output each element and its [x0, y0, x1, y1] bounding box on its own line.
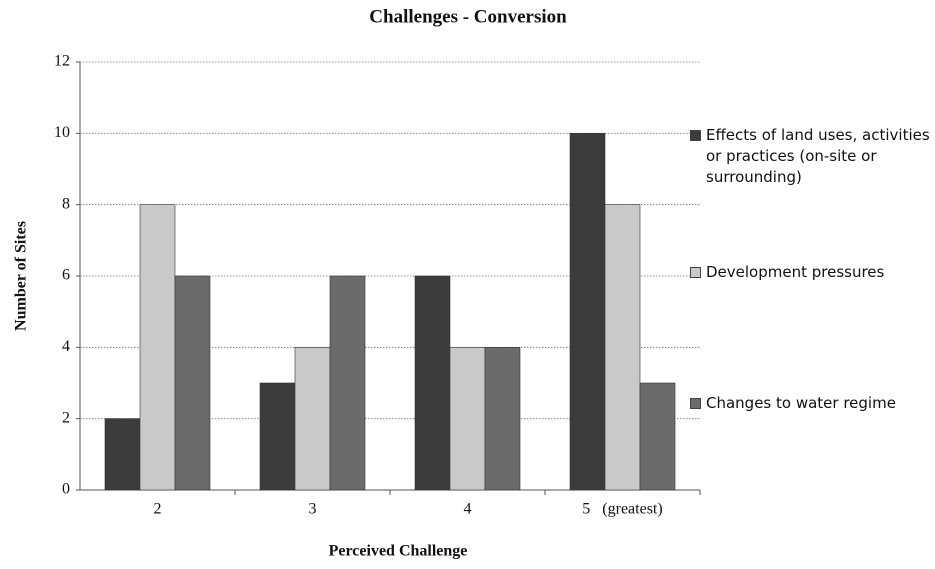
bar: [414, 275, 451, 491]
legend-item: Changes to water regime: [690, 393, 930, 414]
bar: [139, 204, 176, 491]
legend-label: Development pressures: [706, 263, 885, 281]
legend-item: Effects of land uses, activities or prac…: [690, 125, 930, 188]
y-tick-label: 6: [62, 267, 70, 284]
y-tick-label: 8: [62, 195, 70, 212]
bar: [569, 133, 606, 491]
y-tick-label: 10: [54, 124, 70, 141]
legend-swatch: [690, 398, 701, 409]
y-tick-label: 4: [62, 338, 70, 355]
legend-label: Changes to water regime: [706, 394, 896, 412]
y-tick-label: 2: [62, 409, 70, 426]
legend-swatch: [690, 267, 701, 278]
x-tick-label: 4: [464, 501, 472, 518]
bar: [639, 382, 676, 491]
bar: [259, 382, 296, 491]
legend-swatch: [690, 130, 701, 141]
chart-title: Challenges - Conversion: [369, 6, 567, 27]
bar: [329, 275, 366, 491]
bar: [174, 275, 211, 491]
x-tick-label: 3: [309, 501, 317, 518]
bar: [294, 347, 331, 491]
y-axis-label: Number of Sites: [13, 221, 30, 331]
y-tick-label: 0: [62, 481, 70, 498]
legend-item: Development pressures: [690, 262, 930, 283]
bar: [449, 347, 486, 491]
bar: [484, 347, 521, 491]
x-tick-label: 2: [154, 501, 162, 518]
x-tick-label: 5 (greatest): [582, 501, 662, 518]
y-tick-label: 12: [54, 53, 70, 70]
x-axis-label: Perceived Challenge: [329, 543, 468, 560]
legend-label: Effects of land uses, activities or prac…: [706, 126, 930, 186]
bar: [104, 418, 141, 491]
bar: [604, 204, 641, 491]
